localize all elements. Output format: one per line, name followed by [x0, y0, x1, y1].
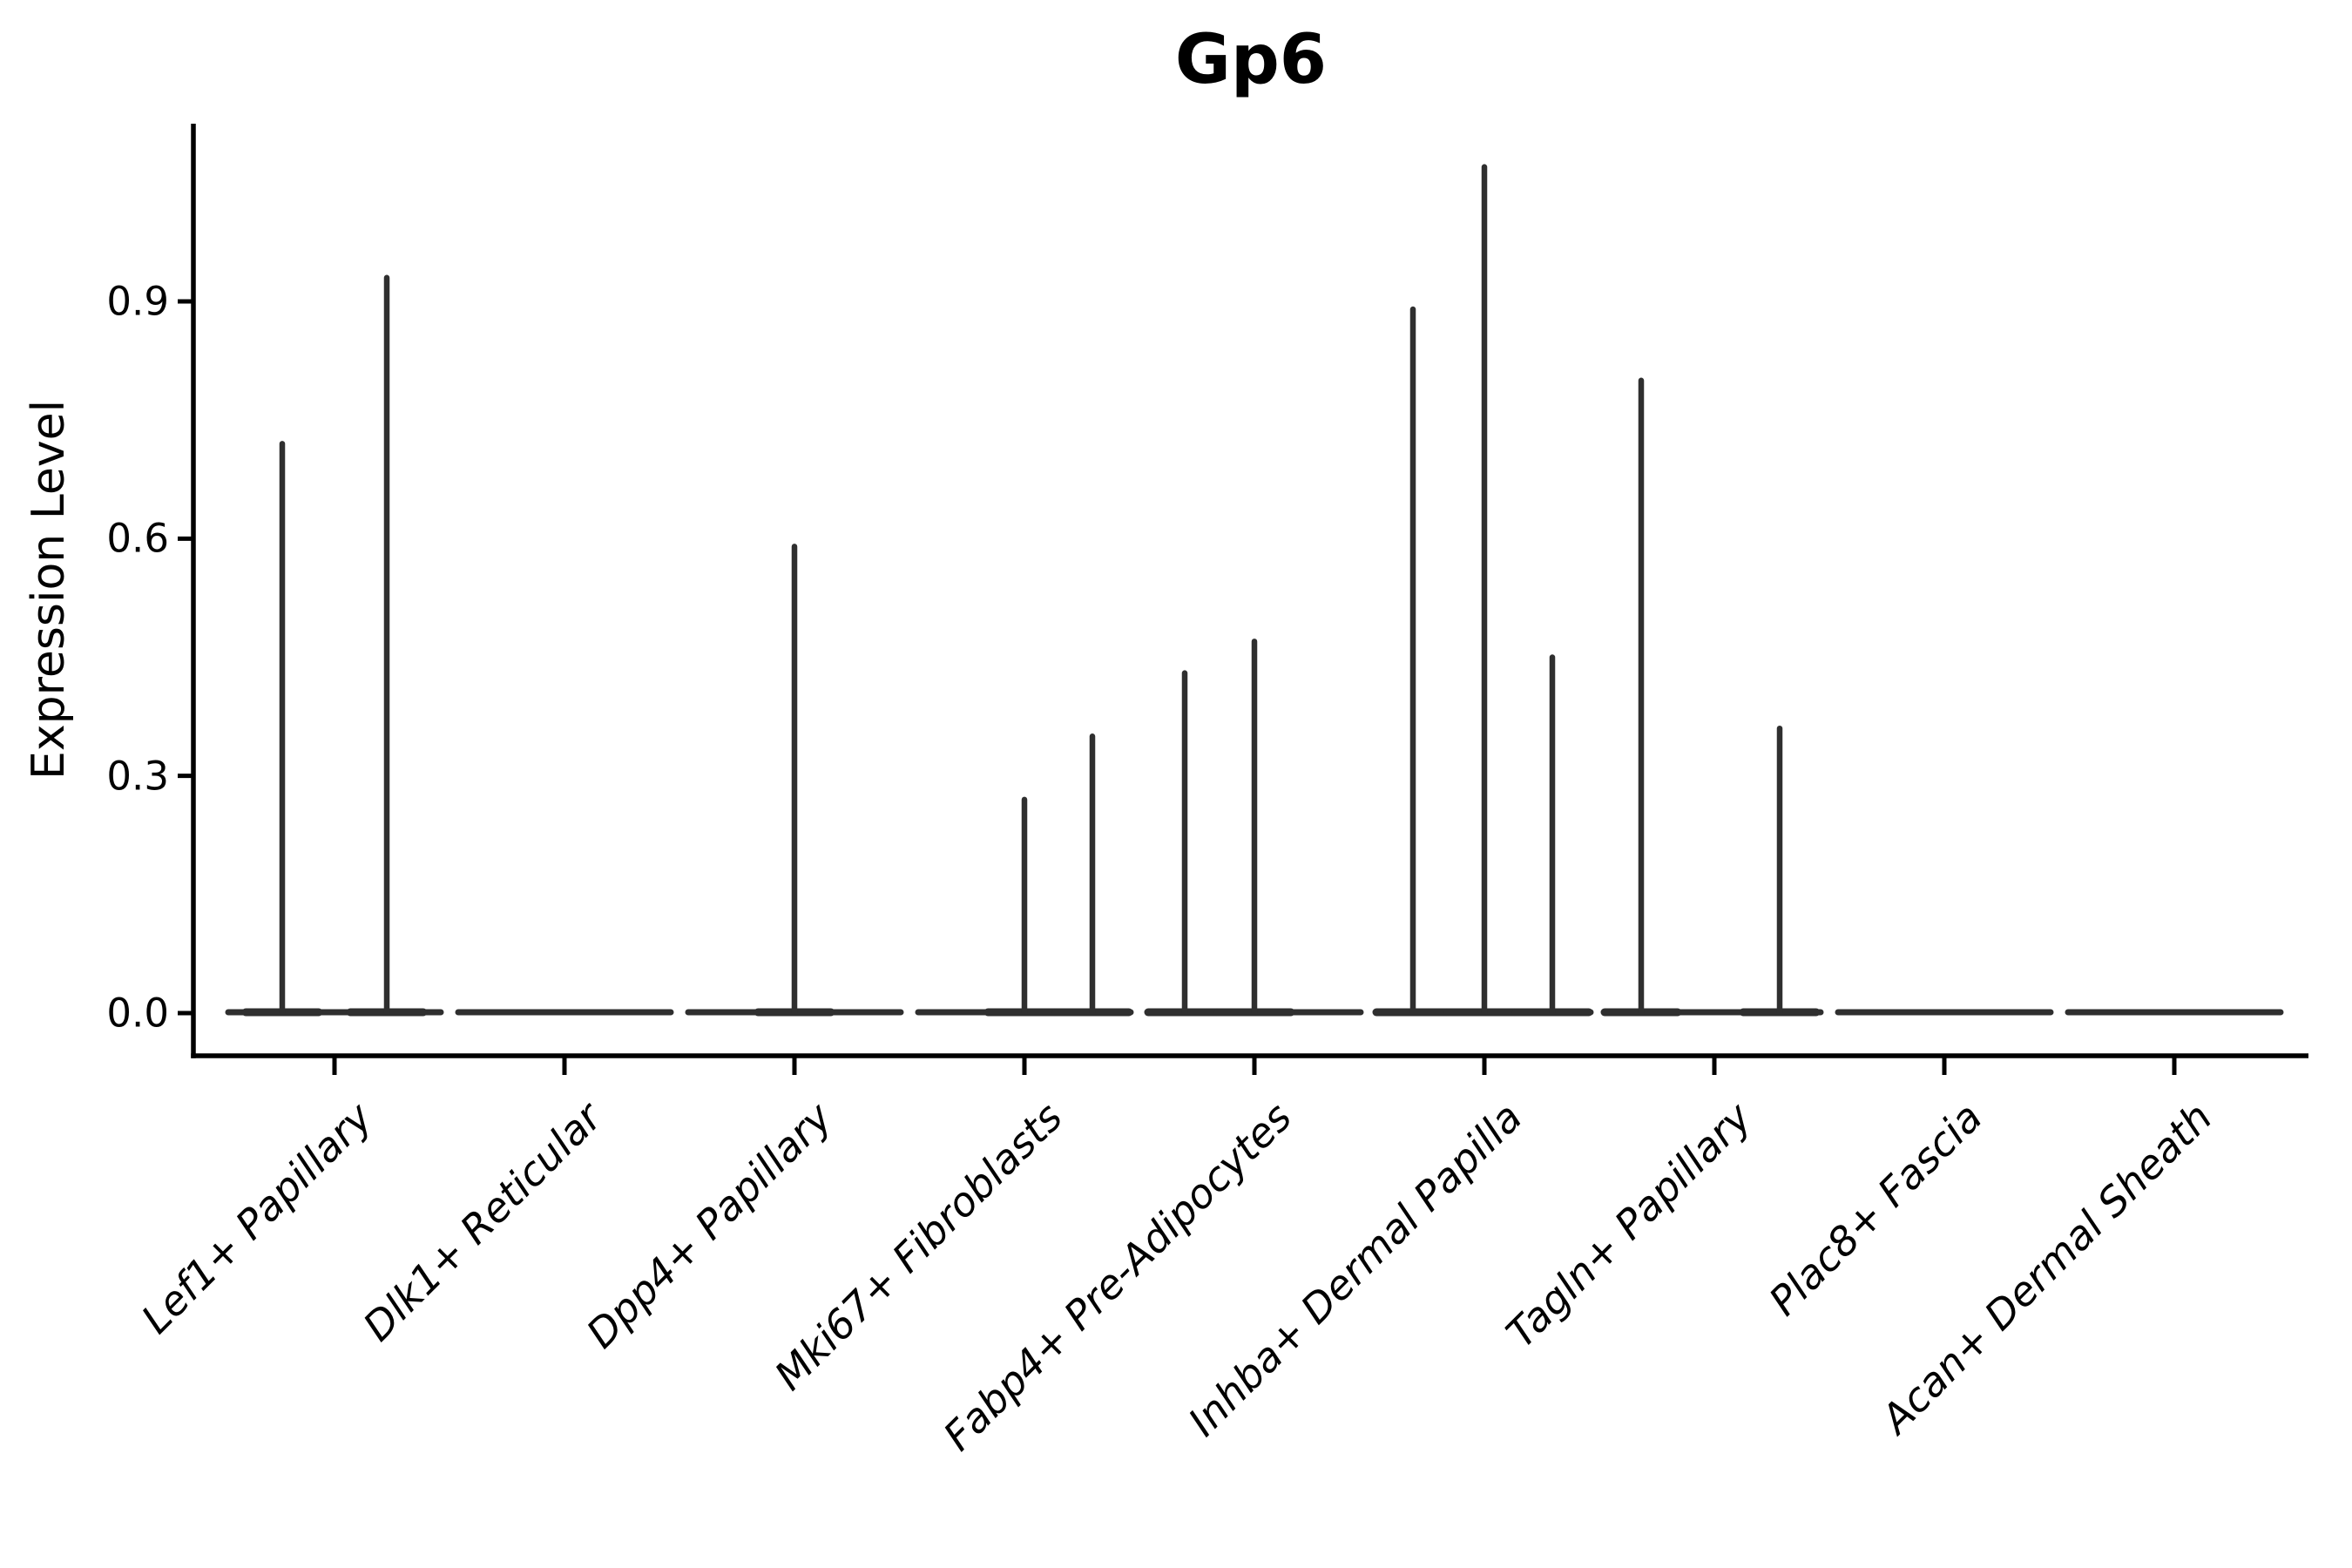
violin-lef1-papillary — [225, 274, 444, 1017]
y-tick-label: 0.9 — [106, 278, 169, 325]
violin-tagln-papillary — [1600, 377, 1824, 1017]
violin-fabp4-pre-adipocytes — [1144, 639, 1364, 1017]
y-tick-label: 0.6 — [106, 515, 169, 562]
y-tick-label: 0.3 — [106, 753, 169, 800]
violin-mki67-fibroblasts — [915, 733, 1134, 1017]
violin-inhba-dermal-papilla — [1372, 164, 1594, 1017]
violin-dpp4-papillary — [685, 544, 904, 1017]
y-tick-label: 0.0 — [106, 990, 169, 1037]
chart-title: Gp6 — [1174, 21, 1328, 99]
